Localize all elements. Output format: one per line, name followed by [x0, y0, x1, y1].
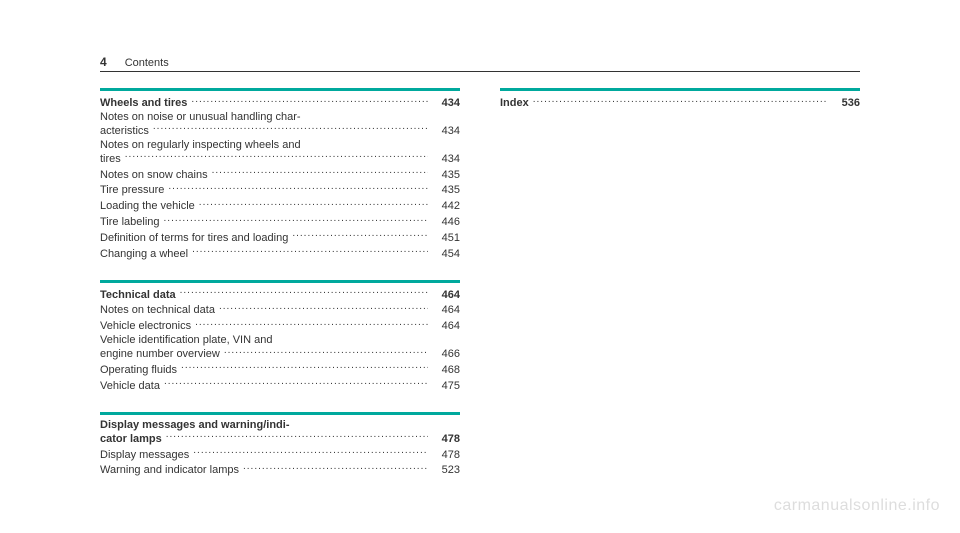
toc-entry: Vehicle electronics 464 [100, 318, 460, 334]
toc-entry-label: Operating fluids [100, 363, 177, 378]
toc-entry-label: Loading the vehicle [100, 199, 195, 214]
toc-entry-page: 464 [432, 319, 460, 334]
toc-entry: Notes on noise or unusual handling char-… [100, 111, 460, 139]
toc-heading-label: Technical data [100, 288, 176, 303]
toc-entry-page: 466 [432, 347, 460, 362]
toc-entry: Vehicle data 475 [100, 378, 460, 394]
right-column: Index 536 [500, 88, 860, 496]
toc-entry-page: 454 [432, 247, 460, 262]
toc-entry-page: 435 [432, 168, 460, 183]
toc-section-display: Display messages and warning/indi- cator… [100, 412, 460, 479]
toc-entry-label: Tire pressure [100, 183, 164, 198]
toc-entry-label: Warning and indicator lamps [100, 463, 239, 478]
toc-heading-page: 478 [432, 432, 460, 447]
toc-dots [193, 447, 428, 458]
toc-entry-label: Vehicle data [100, 379, 160, 394]
toc-dots [192, 246, 428, 257]
toc-entry: Notes on regularly inspecting wheels and… [100, 139, 460, 167]
toc-heading-label: Index [500, 96, 529, 111]
toc-entry: Display messages 478 [100, 447, 460, 463]
toc-entry-page: 464 [432, 303, 460, 318]
toc-dots [243, 462, 428, 473]
toc-entry-label-line1: Notes on noise or unusual handling char- [100, 111, 460, 123]
toc-entry: Tire pressure 435 [100, 182, 460, 198]
toc-dots [191, 95, 428, 106]
toc-entry: Vehicle identification plate, VIN and en… [100, 334, 460, 362]
watermark: carmanualsonline.info [774, 497, 940, 515]
toc-entry-label-line1: Notes on regularly inspecting wheels and [100, 139, 460, 151]
toc-section-technical: Technical data 464 Notes on technical da… [100, 280, 460, 394]
toc-entry-label: Vehicle electronics [100, 319, 191, 334]
left-column: Wheels and tires 434 Notes on noise or u… [100, 88, 460, 496]
toc-heading-row: Display messages and warning/indi- cator… [100, 419, 460, 447]
toc-dots [153, 123, 428, 134]
toc-entry: Changing a wheel 454 [100, 246, 460, 262]
section-divider [100, 412, 460, 415]
toc-entry-page: 442 [432, 199, 460, 214]
section-divider [500, 88, 860, 91]
toc-heading-row: Index 536 [500, 95, 860, 111]
toc-entry-label-line2: tires [100, 152, 121, 167]
toc-entry-label: Definition of terms for tires and loadin… [100, 231, 288, 246]
toc-heading-label-line1: Display messages and warning/indi- [100, 419, 460, 431]
toc-dots [125, 151, 428, 162]
toc-entry-label-line1: Vehicle identification plate, VIN and [100, 334, 460, 346]
toc-section-index: Index 536 [500, 88, 860, 111]
toc-dots [212, 167, 428, 178]
toc-dots [180, 287, 428, 298]
toc-entry-page: 451 [432, 231, 460, 246]
section-divider [100, 280, 460, 283]
toc-entry-page: 434 [432, 124, 460, 139]
toc-entry-label: Display messages [100, 448, 189, 463]
toc-dots [166, 431, 428, 442]
toc-entry-label: Notes on snow chains [100, 168, 208, 183]
toc-heading-label: Wheels and tires [100, 96, 187, 111]
toc-entry: Loading the vehicle 442 [100, 198, 460, 214]
toc-entry-page: 475 [432, 379, 460, 394]
toc-entry: Warning and indicator lamps 523 [100, 462, 460, 478]
toc-dots [224, 346, 428, 357]
toc-entry-page: 434 [432, 152, 460, 167]
toc-entry-page: 446 [432, 215, 460, 230]
toc-dots [181, 362, 428, 373]
toc-dots [164, 214, 428, 225]
toc-dots [195, 318, 428, 329]
toc-dots [219, 302, 428, 313]
toc-heading-page: 434 [432, 96, 460, 111]
toc-heading-page: 464 [432, 288, 460, 303]
toc-dots [533, 95, 828, 106]
toc-entry: Notes on technical data 464 [100, 302, 460, 318]
toc-entry-page: 435 [432, 183, 460, 198]
page-header: 4 Contents [100, 55, 860, 72]
toc-dots [199, 198, 428, 209]
toc-heading-row: Wheels and tires 434 [100, 95, 460, 111]
toc-entry-label: Changing a wheel [100, 247, 188, 262]
toc-entry: Definition of terms for tires and loadin… [100, 230, 460, 246]
toc-heading-label-line2: cator lamps [100, 432, 162, 447]
toc-section-wheels: Wheels and tires 434 Notes on noise or u… [100, 88, 460, 262]
section-divider [100, 88, 460, 91]
toc-entry-page: 468 [432, 363, 460, 378]
toc-entry-page: 523 [432, 463, 460, 478]
toc-dots [164, 378, 428, 389]
toc-entry-label: Tire labeling [100, 215, 160, 230]
content-columns: Wheels and tires 434 Notes on noise or u… [100, 88, 860, 496]
page-number: 4 [100, 55, 107, 69]
toc-entry-label-line2: engine number overview [100, 347, 220, 362]
toc-entry: Tire labeling 446 [100, 214, 460, 230]
toc-heading-page: 536 [832, 96, 860, 111]
toc-entry-label-line2: acteristics [100, 124, 149, 139]
toc-entry: Operating fluids 468 [100, 362, 460, 378]
toc-entry: Notes on snow chains 435 [100, 167, 460, 183]
toc-heading-row: Technical data 464 [100, 287, 460, 303]
toc-entry-label: Notes on technical data [100, 303, 215, 318]
header-title: Contents [125, 57, 169, 69]
toc-entry-page: 478 [432, 448, 460, 463]
toc-dots [168, 182, 428, 193]
toc-dots [292, 230, 428, 241]
